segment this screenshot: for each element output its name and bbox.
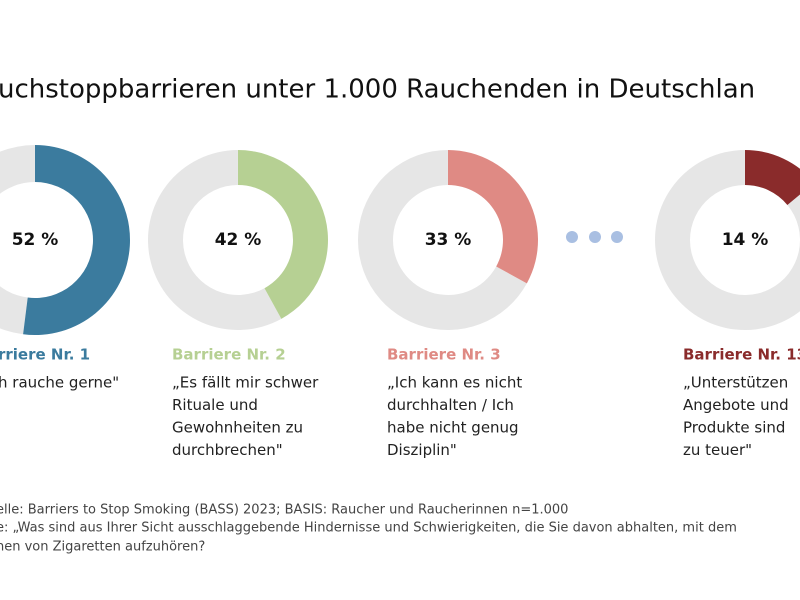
- barrier-quote: zu teuer": [683, 441, 752, 459]
- barrier-title: Barriere Nr. 3: [387, 346, 501, 364]
- barrier-title: Barriere Nr. 13: [683, 346, 800, 364]
- ellipsis-dot: [589, 231, 601, 243]
- footnote: hen von Zigaretten aufzuhören?: [0, 540, 205, 555]
- barrier-title: Barriere Nr. 2: [172, 346, 286, 364]
- value-label: 14 %: [722, 230, 769, 250]
- donut-track: [148, 150, 282, 330]
- donut-track: [654, 150, 800, 330]
- barrier-quote: Produkte sind: [683, 419, 785, 437]
- donut-track: [0, 145, 35, 335]
- barrier-quote: „Unterstützen: [683, 374, 788, 392]
- value-label: 33 %: [425, 230, 472, 250]
- barrier-title: rriere Nr. 1: [0, 346, 90, 364]
- ellipsis-dot: [566, 231, 578, 243]
- donut-track: [358, 150, 527, 330]
- barrier-quote: „Ich kann es nicht: [387, 374, 522, 392]
- donut-arc: [745, 150, 800, 205]
- barrier-quote: habe nicht genug: [387, 419, 519, 437]
- donut-arc: [23, 145, 130, 335]
- donut-arc: [448, 150, 538, 284]
- footnote: elle: Barriers to Stop Smoking (BASS) 20…: [0, 503, 568, 518]
- ellipsis-dot: [611, 231, 623, 243]
- barrier-quote: Disziplin": [387, 441, 457, 459]
- barrier-quote: „Es fällt mir schwer: [172, 374, 319, 392]
- barrier-quote: durchhalten / Ich: [387, 396, 514, 414]
- donut-arc: [238, 150, 328, 319]
- value-label: 52 %: [12, 230, 59, 250]
- barrier-quote: Rituale und: [172, 396, 258, 414]
- barrier-quote: Angebote und: [683, 396, 789, 414]
- barrier-quote: h rauche gerne": [0, 374, 119, 392]
- title: uchstoppbarrieren unter 1.000 Rauchenden…: [0, 75, 755, 105]
- footnote: e: „Was sind aus Ihrer Sicht ausschlagge…: [0, 521, 737, 536]
- value-label: 42 %: [215, 230, 262, 250]
- barrier-quote: Gewohnheiten zu: [172, 419, 303, 437]
- barrier-quote: durchbrechen": [172, 441, 283, 459]
